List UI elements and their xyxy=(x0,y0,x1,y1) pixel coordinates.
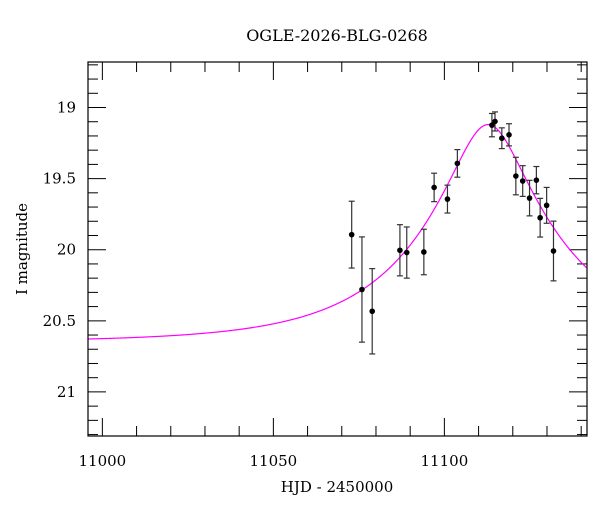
tick-labels: 11000 11050 11100 19 19.5 20 20.5 21 xyxy=(43,99,469,470)
data-point xyxy=(526,179,533,217)
y-tick-label: 19 xyxy=(57,99,76,117)
data-points xyxy=(348,111,557,355)
point-marker xyxy=(543,202,550,209)
point-marker xyxy=(537,214,543,221)
data-point xyxy=(491,111,498,132)
data-point xyxy=(550,220,557,282)
point-marker xyxy=(421,249,427,255)
point-marker xyxy=(533,177,540,183)
data-point xyxy=(488,112,495,138)
point-marker xyxy=(397,247,403,254)
point-marker xyxy=(369,308,376,315)
point-marker xyxy=(489,122,495,128)
y-tick-label: 21 xyxy=(57,383,76,401)
data-point xyxy=(543,186,550,224)
data-point xyxy=(369,268,376,355)
point-marker xyxy=(550,248,557,254)
y-tick-label: 20.5 xyxy=(43,312,76,330)
data-point xyxy=(358,236,365,343)
point-marker xyxy=(444,196,451,202)
data-point xyxy=(431,172,438,203)
chart-title: OGLE-2026-BLG-0268 xyxy=(246,26,428,45)
data-point xyxy=(533,165,540,195)
data-point xyxy=(403,226,410,279)
data-point xyxy=(348,200,355,269)
data-point xyxy=(454,148,461,178)
data-point xyxy=(519,165,526,197)
y-tick-label: 20 xyxy=(57,241,76,259)
x-axis-label: HJD - 2450000 xyxy=(281,478,394,496)
model-curve xyxy=(88,123,587,340)
y-axis-label: I magnitude xyxy=(13,203,31,295)
y-tick-label: 19.5 xyxy=(43,170,76,188)
point-marker xyxy=(492,118,498,125)
point-marker xyxy=(403,249,410,256)
point-marker xyxy=(526,195,533,201)
data-point xyxy=(506,123,513,147)
point-marker xyxy=(513,173,519,179)
axis-ticks xyxy=(88,62,587,436)
point-marker xyxy=(359,286,365,293)
plot-frame xyxy=(87,61,588,437)
data-point xyxy=(444,184,451,214)
point-marker xyxy=(454,160,461,167)
point-marker xyxy=(348,231,355,238)
data-point xyxy=(512,156,519,196)
data-point xyxy=(396,224,403,277)
x-tick-label: 11100 xyxy=(421,452,469,470)
point-marker xyxy=(499,135,505,142)
data-point xyxy=(537,197,544,238)
x-tick-label: 11000 xyxy=(79,452,127,470)
point-marker xyxy=(519,178,526,184)
point-marker xyxy=(506,132,512,138)
data-point xyxy=(498,127,505,150)
data-point xyxy=(420,228,427,276)
x-tick-label: 11050 xyxy=(250,452,298,470)
point-marker xyxy=(431,184,437,191)
